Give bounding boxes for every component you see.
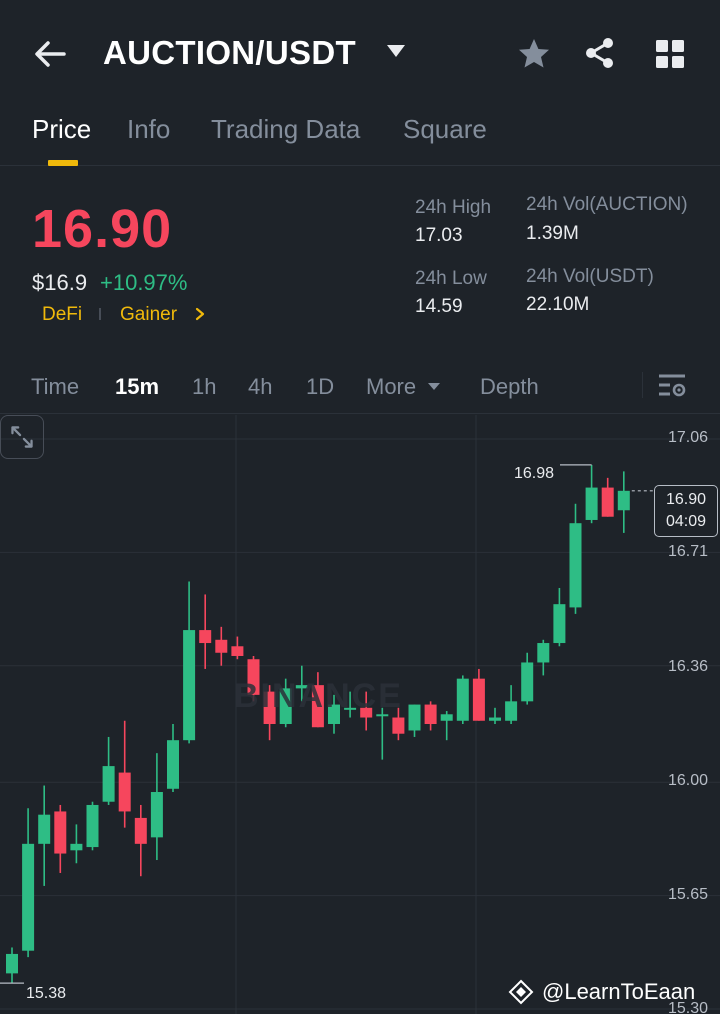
- interval-more[interactable]: More: [366, 374, 417, 399]
- candle-body: [505, 701, 518, 721]
- candle-body: [601, 487, 614, 517]
- chevron-right-icon[interactable]: [194, 306, 206, 322]
- candle-body: [537, 643, 550, 663]
- low-price-marker: 15.38: [26, 985, 67, 1002]
- candle-body: [585, 487, 598, 520]
- pair-title[interactable]: AUCTION/USDT: [103, 34, 356, 71]
- current-price-tag: 16.90 04:09: [654, 485, 718, 537]
- candle-body: [617, 490, 630, 511]
- tag-divider: [99, 308, 101, 320]
- candle-countdown: 04:09: [665, 513, 707, 530]
- tab-price[interactable]: Price: [32, 114, 92, 144]
- stat-24h-low-label: 24h Low: [415, 268, 487, 289]
- candle-body: [392, 717, 405, 734]
- interval-1h[interactable]: 1h: [192, 374, 217, 399]
- price-summary: 16.90 $16.9 +10.97% DeFi Gainer 24h High…: [0, 166, 720, 356]
- price-change-percent: +10.97%: [100, 270, 188, 295]
- y-tick-label: 17.06: [667, 429, 708, 446]
- tag-gainer[interactable]: Gainer: [120, 304, 178, 325]
- candle-body: [199, 630, 212, 644]
- binance-logo-icon: [508, 979, 534, 1005]
- tag-defi[interactable]: DeFi: [42, 304, 83, 325]
- candle-body: [279, 688, 292, 724]
- interval-1d[interactable]: 1D: [306, 374, 335, 399]
- candle-body: [472, 678, 485, 721]
- candle-body: [167, 740, 179, 789]
- candle-body: [328, 704, 340, 724]
- high-price-marker: 16.98: [514, 465, 555, 482]
- candle-body: [22, 843, 35, 951]
- candle-body: [215, 639, 228, 653]
- candle-body: [183, 630, 196, 741]
- header: AUCTION/USDT: [0, 0, 720, 108]
- candle-body: [360, 707, 373, 718]
- candle-body: [521, 662, 534, 702]
- y-tick-label: 15.65: [667, 886, 708, 903]
- interval-4h[interactable]: 4h: [248, 374, 273, 399]
- candle-body: [134, 817, 147, 844]
- candle-body: [424, 704, 437, 724]
- candle-body: [344, 707, 357, 710]
- candle-body: [440, 714, 453, 721]
- expand-icon[interactable]: [0, 415, 44, 459]
- depth-tab[interactable]: Depth: [480, 374, 539, 399]
- candle-body: [70, 843, 83, 851]
- divider: [642, 372, 643, 398]
- caret-down-icon[interactable]: [427, 382, 441, 391]
- candle-body: [150, 792, 163, 838]
- y-tick-label: 16.36: [667, 658, 708, 675]
- caret-down-icon[interactable]: [386, 44, 406, 58]
- candle-body: [54, 811, 67, 854]
- candle-body: [86, 804, 99, 848]
- interval-bar: Time 15m 1h 4h 1D More Depth: [0, 356, 720, 414]
- candle-body: [311, 685, 324, 728]
- stat-24h-high-label: 24h High: [415, 197, 492, 218]
- interval-time[interactable]: Time: [31, 374, 80, 399]
- last-price: 16.90: [32, 199, 173, 259]
- y-tick-label: 16.00: [667, 772, 708, 789]
- tab-square[interactable]: Square: [403, 114, 487, 144]
- candle-body: [489, 717, 501, 721]
- tab-info[interactable]: Info: [127, 114, 171, 144]
- candle-body: [295, 685, 308, 689]
- candle-body: [247, 659, 260, 695]
- candle-body: [569, 523, 582, 608]
- attribution-handle: @LearnToEaan: [542, 979, 696, 1004]
- chart-canvas: [0, 415, 720, 1014]
- grid-icon[interactable]: [654, 38, 686, 70]
- stat-24h-vol-quote-label: 24h Vol(USDT): [526, 266, 654, 287]
- interval-15m[interactable]: 15m: [115, 374, 160, 399]
- stat-24h-vol-base-value: 1.39M: [526, 223, 579, 244]
- tab-trading-data[interactable]: Trading Data: [211, 114, 361, 144]
- active-tab-indicator: [48, 160, 78, 166]
- stat-24h-low-value: 14.59: [415, 296, 463, 317]
- candle-body: [38, 814, 51, 844]
- y-tick-label: 16.71: [667, 543, 708, 560]
- current-price-value: 16.90: [665, 491, 707, 508]
- candle-body: [408, 704, 421, 731]
- usd-price: $16.9: [32, 270, 88, 295]
- candlestick-chart[interactable]: BINANCE 17.06 16.71 16.36 16.00 15.65 15…: [0, 415, 720, 1014]
- candle-body: [231, 646, 244, 656]
- candle-body: [456, 678, 469, 721]
- star-icon[interactable]: [516, 36, 552, 72]
- share-icon[interactable]: [582, 35, 618, 71]
- chart-settings-icon[interactable]: [656, 372, 688, 400]
- stat-24h-vol-quote-value: 22.10M: [526, 294, 590, 315]
- candle-body: [118, 772, 131, 812]
- tab-bar: Price Info Trading Data Square: [0, 108, 720, 166]
- stat-24h-vol-base-label: 24h Vol(AUCTION): [526, 194, 688, 215]
- watermark: BINANCE: [234, 677, 403, 715]
- candle-body: [553, 604, 566, 644]
- y-tick-label: 15.30: [667, 1000, 708, 1014]
- candle-body: [376, 714, 389, 717]
- candle-body: [6, 953, 18, 974]
- arrow-left-icon[interactable]: [30, 34, 70, 74]
- candle-body: [102, 766, 115, 802]
- candle-body: [263, 691, 276, 724]
- stat-24h-high-value: 17.03: [415, 225, 463, 246]
